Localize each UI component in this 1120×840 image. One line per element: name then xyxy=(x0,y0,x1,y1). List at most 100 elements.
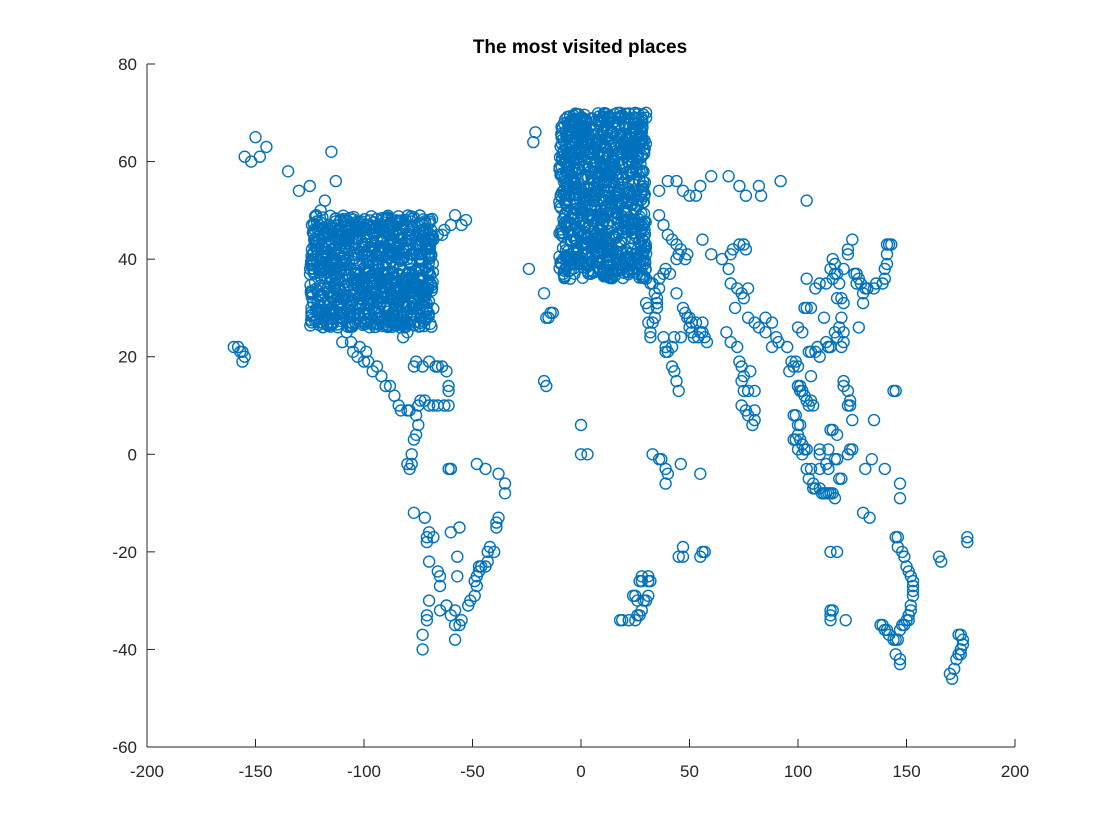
data-point xyxy=(618,111,631,124)
data-point xyxy=(802,472,815,485)
data-point xyxy=(574,418,588,432)
data-point xyxy=(351,233,364,246)
data-point xyxy=(733,179,746,193)
data-point xyxy=(634,158,647,171)
data-point xyxy=(331,248,345,261)
data-point xyxy=(961,531,974,544)
data-point xyxy=(383,220,396,234)
data-point xyxy=(574,448,588,461)
data-point xyxy=(830,453,844,466)
x-tick-label: -200 xyxy=(130,762,164,781)
data-point xyxy=(841,384,855,398)
data-point xyxy=(396,331,410,344)
data-point xyxy=(800,462,813,476)
data-point xyxy=(322,240,335,254)
data-point xyxy=(646,316,659,329)
data-point xyxy=(657,331,670,344)
data-point xyxy=(759,326,772,339)
data-point xyxy=(824,545,837,559)
data-point xyxy=(830,545,844,559)
data-point xyxy=(578,201,591,214)
data-point xyxy=(363,321,376,334)
data-point xyxy=(433,579,447,593)
data-point xyxy=(824,614,837,627)
data-point xyxy=(637,594,651,607)
data-point xyxy=(557,145,570,159)
data-point xyxy=(420,614,434,627)
data-point xyxy=(698,545,711,559)
data-point xyxy=(804,370,818,383)
data-point xyxy=(442,384,455,398)
data-point xyxy=(807,399,820,412)
data-point xyxy=(352,280,365,293)
data-point xyxy=(935,555,948,568)
data-point xyxy=(817,311,831,324)
data-point xyxy=(481,545,494,559)
data-point xyxy=(700,335,714,349)
data-point xyxy=(878,462,891,476)
x-tick-label: 100 xyxy=(784,762,812,781)
data-point xyxy=(618,215,631,228)
y-tick-label: 60 xyxy=(118,153,137,172)
data-point xyxy=(451,550,464,563)
data-point xyxy=(331,301,345,315)
data-point xyxy=(376,319,389,333)
x-tick-label: -100 xyxy=(347,762,381,781)
data-point xyxy=(305,301,318,314)
data-point xyxy=(636,221,649,234)
data-point xyxy=(628,137,641,151)
data-point xyxy=(672,550,685,563)
data-point xyxy=(846,443,859,456)
data-point xyxy=(594,113,608,127)
data-point xyxy=(741,282,755,295)
data-point xyxy=(227,340,241,354)
data-point xyxy=(636,135,649,148)
data-point xyxy=(852,321,865,334)
data-point xyxy=(349,316,362,330)
data-point xyxy=(390,241,403,254)
data-point xyxy=(416,628,429,641)
x-tick-label: 200 xyxy=(1001,762,1029,781)
data-point xyxy=(236,355,249,368)
data-point xyxy=(312,288,325,301)
data-point xyxy=(322,232,335,246)
data-point xyxy=(830,292,844,305)
data-point xyxy=(598,113,611,127)
data-point xyxy=(639,106,653,120)
data-point xyxy=(652,453,666,466)
data-point xyxy=(598,106,612,120)
data-point xyxy=(887,384,900,398)
data-point xyxy=(628,221,641,234)
data-point xyxy=(826,272,839,285)
x-tick-label: 50 xyxy=(680,762,699,781)
data-point xyxy=(906,584,920,598)
data-point xyxy=(572,108,585,121)
data-point xyxy=(369,275,383,288)
data-point xyxy=(409,248,423,261)
data-point xyxy=(613,188,626,202)
data-point xyxy=(346,252,360,266)
data-point xyxy=(561,110,574,124)
data-point xyxy=(781,340,794,354)
data-point xyxy=(623,153,636,166)
data-point xyxy=(386,267,400,280)
data-point xyxy=(470,579,483,593)
data-point xyxy=(325,145,338,159)
data-point xyxy=(906,589,920,602)
data-point xyxy=(612,194,625,207)
data-point xyxy=(610,231,623,245)
data-point xyxy=(416,226,429,240)
data-point xyxy=(813,443,826,456)
data-point xyxy=(859,462,872,476)
data-point xyxy=(527,135,540,149)
data-point xyxy=(904,599,917,612)
x-tick-label: -50 xyxy=(460,762,485,781)
data-point xyxy=(390,301,403,315)
data-point xyxy=(674,457,687,471)
data-point xyxy=(418,215,432,228)
data-point xyxy=(889,648,902,661)
data-point xyxy=(603,175,616,189)
data-point xyxy=(619,243,632,256)
data-point xyxy=(453,618,466,632)
data-point xyxy=(661,174,674,188)
